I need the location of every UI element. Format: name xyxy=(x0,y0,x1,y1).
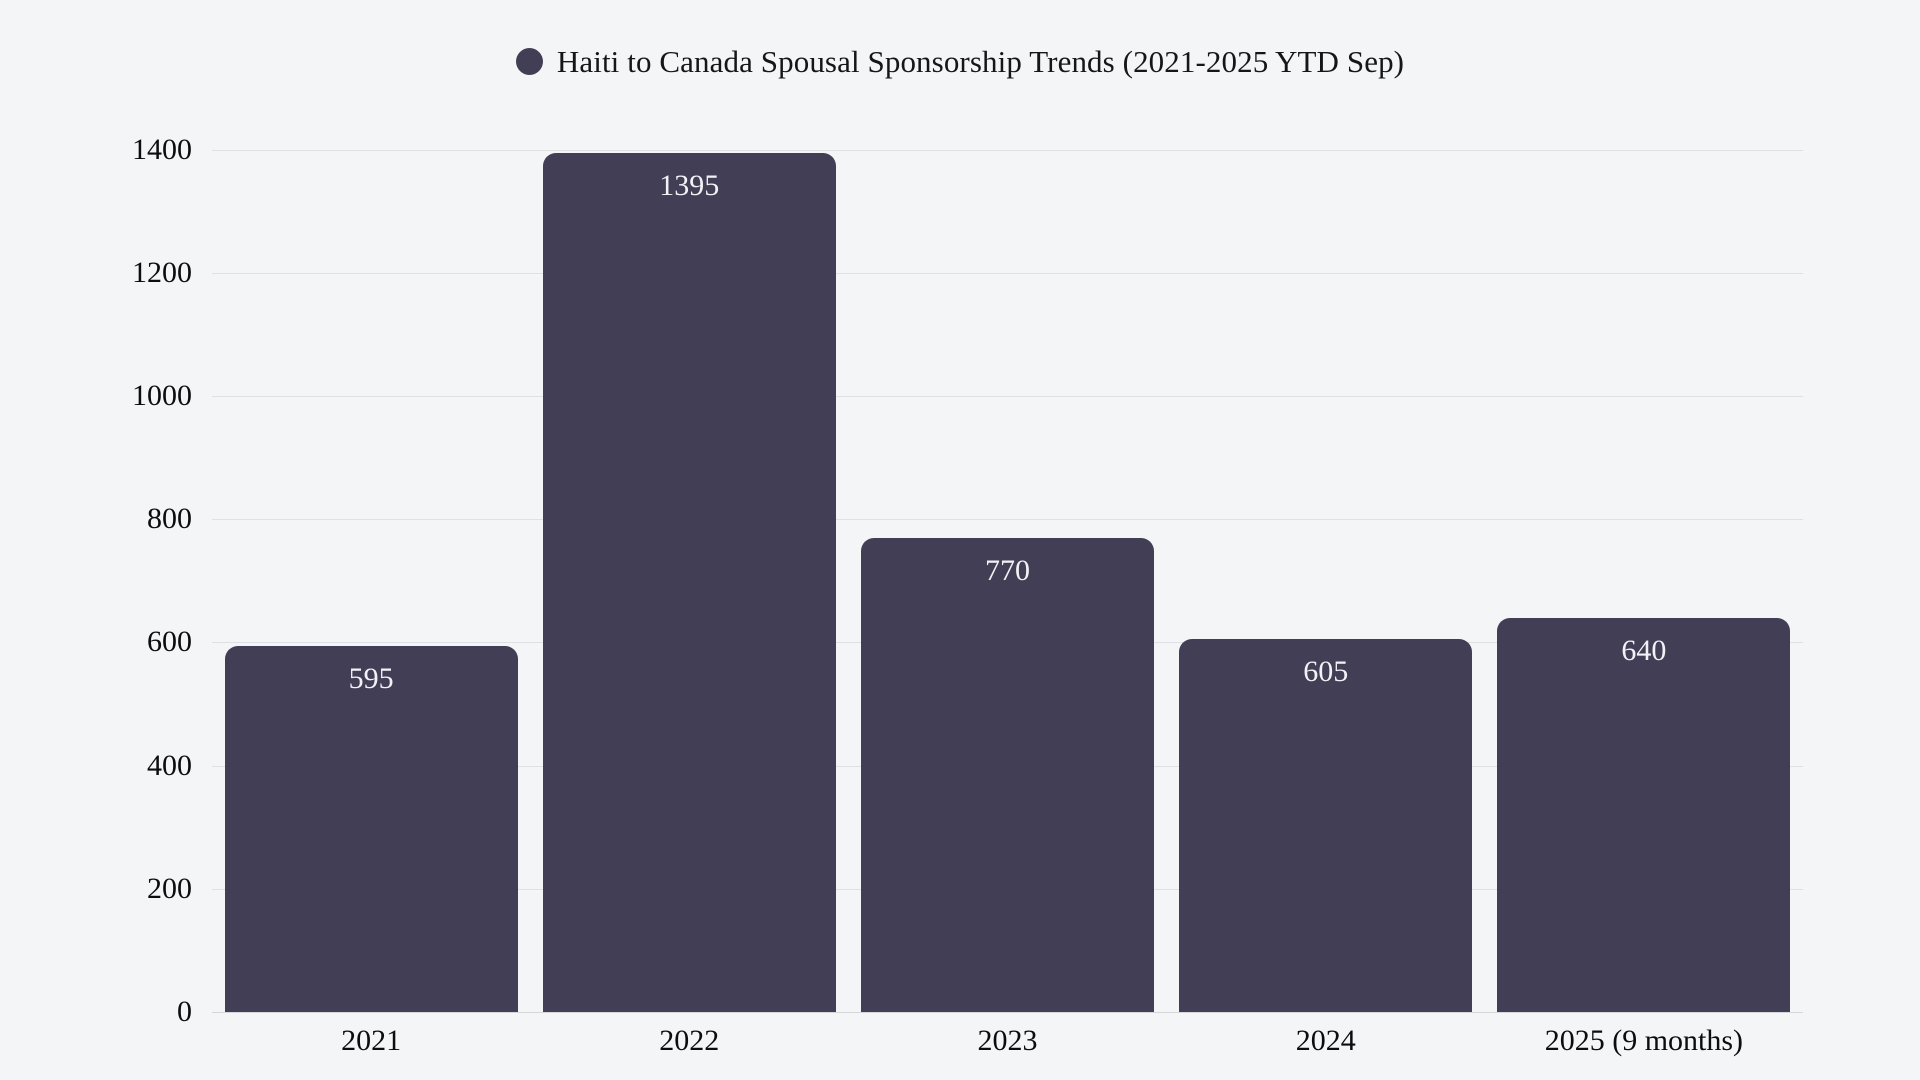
x-axis-tick-label: 2021 xyxy=(341,1024,402,1057)
legend-circle-icon xyxy=(515,47,543,75)
x-axis-tick-label: 2024 xyxy=(1295,1024,1356,1057)
x-axis-tick-label: 2025 (9 months) xyxy=(1544,1024,1744,1057)
bar-slot: 605 xyxy=(1179,119,1473,1012)
y-axis-tick-label: 1200 xyxy=(132,255,192,289)
bar[interactable]: 595 xyxy=(224,645,518,1012)
bar-value-label: 595 xyxy=(348,661,394,695)
bar[interactable]: 640 xyxy=(1497,617,1791,1012)
gridline xyxy=(212,1012,1803,1013)
y-axis-tick-label: 1400 xyxy=(132,132,192,166)
gridline xyxy=(212,519,1803,521)
bar-series: 595 1395 770 605 640 xyxy=(212,119,1803,1012)
bar-value-label: 770 xyxy=(984,553,1030,587)
y-axis-tick-label: 600 xyxy=(147,625,192,659)
bar-slot: 640 xyxy=(1497,119,1791,1012)
chart-title: Haiti to Canada Spousal Sponsorship Tren… xyxy=(556,43,1405,79)
plot-area: 595 1395 770 605 640 xyxy=(212,119,1803,1013)
bar-value-label: 640 xyxy=(1621,633,1667,667)
bar[interactable]: 770 xyxy=(860,537,1155,1012)
gridline xyxy=(212,272,1803,274)
y-axis-tick-label: 200 xyxy=(147,871,192,905)
chart-legend: Haiti to Canada Spousal Sponsorship Tren… xyxy=(0,32,1920,90)
x-axis-tick-label: 2022 xyxy=(659,1024,720,1057)
y-axis-tick-label: 800 xyxy=(147,502,192,536)
y-axis-tick-label: 400 xyxy=(147,748,192,782)
y-axis-tick-label: 1000 xyxy=(132,379,192,413)
bar-value-label: 605 xyxy=(1303,655,1349,689)
gridline xyxy=(212,396,1803,398)
x-axis-tick-label: 2023 xyxy=(977,1024,1038,1057)
bar[interactable]: 1395 xyxy=(542,152,836,1012)
bar-value-label: 1395 xyxy=(659,168,720,202)
bar-slot: 1395 xyxy=(542,119,836,1012)
bar-slot: 770 xyxy=(860,119,1155,1012)
bar-slot: 595 xyxy=(224,119,518,1012)
gridline xyxy=(212,149,1803,151)
y-axis-tick-label: 0 xyxy=(177,995,192,1028)
bar[interactable]: 605 xyxy=(1179,639,1473,1012)
